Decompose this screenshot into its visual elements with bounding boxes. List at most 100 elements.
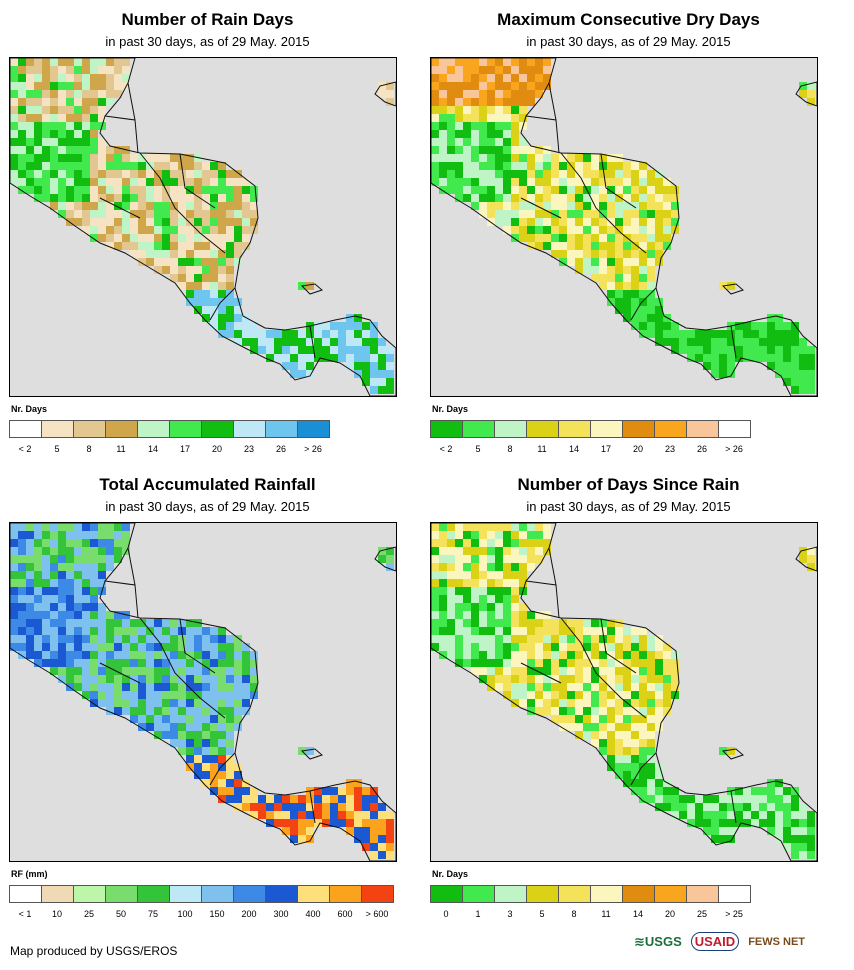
panel-subtitle: in past 30 days, as of 29 May. 2015 xyxy=(526,499,731,514)
legend-swatch xyxy=(462,885,495,903)
legend-label: 23 xyxy=(243,444,255,454)
panel-title: Number of Rain Days xyxy=(121,10,294,29)
legend-swatch xyxy=(718,885,751,903)
legend-label: 25 xyxy=(83,909,95,919)
panel-title: Number of Days Since Rain xyxy=(517,475,740,494)
legend-label: > 26 xyxy=(725,444,743,454)
legend-swatch xyxy=(622,420,655,438)
legend-label: 10 xyxy=(51,909,63,919)
legend-swatch xyxy=(718,420,751,438)
legend-bar xyxy=(9,420,330,438)
legend-swatch xyxy=(9,885,42,903)
legend-swatch xyxy=(265,885,298,903)
legend-label: 8 xyxy=(571,909,577,919)
panel-rainfall: Total Accumulated Rainfall in past 30 da… xyxy=(0,465,415,925)
legend-bar xyxy=(430,885,751,903)
legend-swatch xyxy=(590,420,623,438)
legend-label: 600 xyxy=(337,909,353,919)
legend-label: < 2 xyxy=(439,444,453,454)
legend-bar xyxy=(9,885,394,903)
map-rainfall xyxy=(9,522,397,862)
legend-swatch xyxy=(558,420,591,438)
legend-title: Nr. Days xyxy=(11,404,48,414)
legend-title: RF (mm) xyxy=(11,869,48,879)
legend-label: < 2 xyxy=(18,444,32,454)
fews-net-logo: FEWS NET xyxy=(748,935,806,948)
legend-swatch xyxy=(558,885,591,903)
legend-label: 20 xyxy=(664,909,676,919)
legend-label: 11 xyxy=(116,444,126,454)
legend-label: 150 xyxy=(209,909,225,919)
legend-swatch xyxy=(526,885,559,903)
map-days-since-rain xyxy=(430,522,818,862)
legend-label: 100 xyxy=(177,909,193,919)
legend-swatch xyxy=(622,885,655,903)
legend-swatch xyxy=(297,420,330,438)
legend-label: 75 xyxy=(147,909,159,919)
legend-swatch xyxy=(73,885,106,903)
legend-swatch xyxy=(265,420,298,438)
legend-label: 200 xyxy=(241,909,257,919)
legend-label: 14 xyxy=(568,444,580,454)
usgs-logo: ≋USGS xyxy=(634,933,682,949)
legend-label: 1 xyxy=(475,909,481,919)
legend-swatch xyxy=(494,885,527,903)
panel-title: Total Accumulated Rainfall xyxy=(99,475,316,494)
panel-subtitle: in past 30 days, as of 29 May. 2015 xyxy=(105,34,310,49)
logo-strip: ≋USGS USAID FEWS NET xyxy=(631,932,808,951)
legend-swatch xyxy=(686,885,719,903)
legend-label: 23 xyxy=(664,444,676,454)
legend-label: 26 xyxy=(275,444,287,454)
legend-swatch xyxy=(137,420,170,438)
legend-swatch xyxy=(361,885,394,903)
legend-swatch xyxy=(526,420,559,438)
legend-swatch xyxy=(233,885,266,903)
map-rain-days xyxy=(9,57,397,397)
legend-label: 5 xyxy=(539,909,545,919)
panel-days-since-rain: Number of Days Since Rain in past 30 day… xyxy=(421,465,836,925)
legend-label: > 25 xyxy=(725,909,743,919)
legend-swatch xyxy=(430,420,463,438)
legend-label: < 1 xyxy=(18,909,32,919)
legend-label: 400 xyxy=(305,909,321,919)
panel-subtitle: in past 30 days, as of 29 May. 2015 xyxy=(105,499,310,514)
legend-swatch xyxy=(329,885,362,903)
legend-label: 8 xyxy=(507,444,513,454)
legend-swatch xyxy=(233,420,266,438)
legend-label: 300 xyxy=(273,909,289,919)
legend-swatch xyxy=(430,885,463,903)
legend-label: > 600 xyxy=(365,909,389,919)
map-credit: Map produced by USGS/EROS xyxy=(10,944,178,958)
legend-label: 17 xyxy=(179,444,191,454)
legend-swatch xyxy=(105,885,138,903)
legend-label: 11 xyxy=(537,444,547,454)
legend-swatch xyxy=(494,420,527,438)
legend-swatch xyxy=(137,885,170,903)
legend-labels: < 1 10 25 50 75 100 150 200 300 400 600 > 600 xyxy=(9,909,409,921)
legend-label: 5 xyxy=(54,444,60,454)
legend-swatch xyxy=(169,885,202,903)
map-dry-days xyxy=(430,57,818,397)
legend-swatch xyxy=(105,420,138,438)
legend-label: 8 xyxy=(86,444,92,454)
legend-swatch xyxy=(654,885,687,903)
legend-bar xyxy=(430,420,751,438)
legend-swatch xyxy=(41,885,74,903)
legend-label: 26 xyxy=(696,444,708,454)
legend-label: 25 xyxy=(696,909,708,919)
legend-labels: < 2 5 8 11 14 17 20 23 26 > 26 xyxy=(430,444,830,456)
legend-label: > 26 xyxy=(304,444,322,454)
legend-labels: 0 1 3 5 8 11 14 20 25 > 25 xyxy=(430,909,830,921)
legend-swatch xyxy=(201,885,234,903)
legend-label: 3 xyxy=(507,909,513,919)
legend-swatch xyxy=(73,420,106,438)
legend-label: 20 xyxy=(211,444,223,454)
legend-label: 50 xyxy=(115,909,127,919)
legend-label: 14 xyxy=(147,444,159,454)
legend-swatch xyxy=(169,420,202,438)
legend-title: Nr. Days xyxy=(432,404,469,414)
legend-swatch xyxy=(590,885,623,903)
legend-label: 5 xyxy=(475,444,481,454)
panel-subtitle: in past 30 days, as of 29 May. 2015 xyxy=(526,34,731,49)
legend-label: 0 xyxy=(443,909,449,919)
